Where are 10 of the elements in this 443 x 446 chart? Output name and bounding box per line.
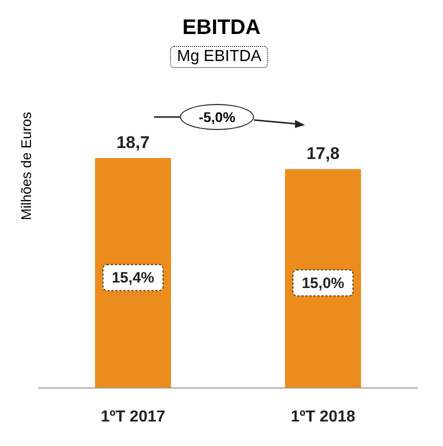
x-tick-label: 1ºT 2018	[290, 408, 356, 426]
y-axis-title: Milhões de Euros	[18, 110, 34, 222]
data-label: 17,8	[306, 144, 340, 164]
text: -5,0%	[180, 104, 254, 130]
annotation: 15,0%	[302, 274, 344, 292]
annotation: 15,4%	[112, 270, 154, 287]
chart-subtitle: Mg EBITDA	[170, 46, 268, 68]
data-label: 18,7	[116, 133, 150, 152]
x-tick-label: 1ºT 2017	[100, 408, 166, 426]
chart-title: EBITDA	[181, 16, 262, 40]
